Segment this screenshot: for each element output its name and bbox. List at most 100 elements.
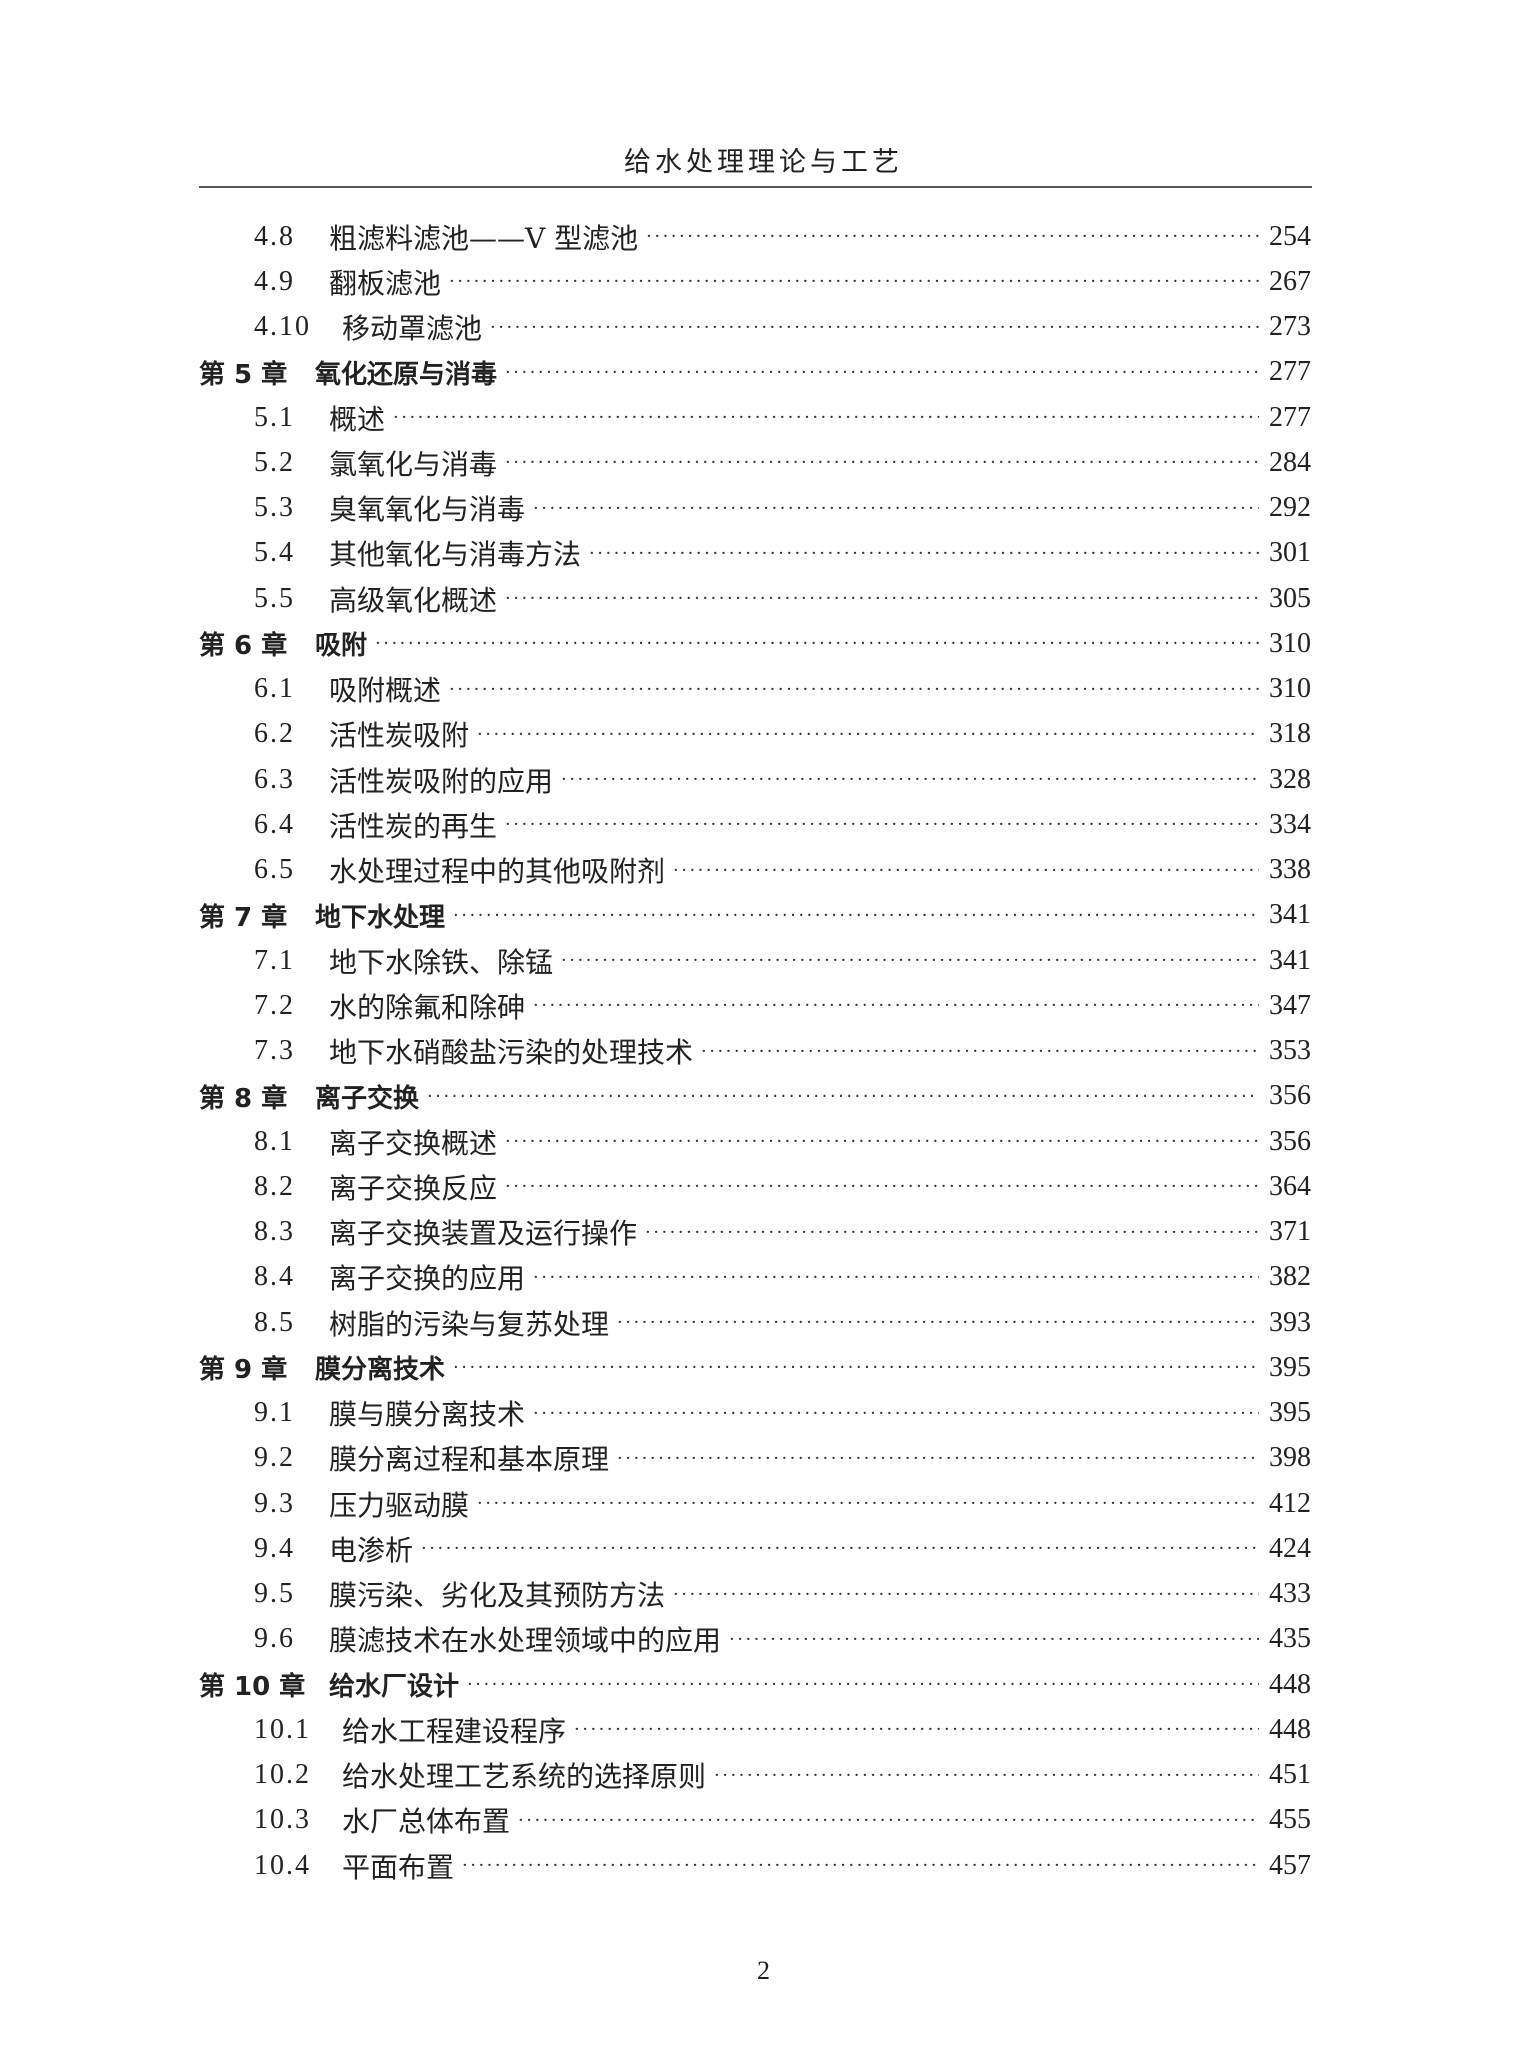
entry-number: 7.1 xyxy=(254,944,295,976)
toc-section-entry[interactable]: 6.3 活性炭吸附的应用 328 xyxy=(199,757,1311,802)
entry-page: 451 xyxy=(1269,1759,1311,1791)
entry-title: 平面布置 xyxy=(342,1850,455,1884)
dot-leader xyxy=(449,679,1259,700)
entry-number: 9.6 xyxy=(254,1623,295,1655)
entry-page: 455 xyxy=(1269,1804,1311,1836)
entry-number: 8.2 xyxy=(254,1170,295,1202)
entry-number: 7.3 xyxy=(254,1035,295,1067)
toc-section-entry[interactable]: 9.3 压力驱动膜 412 xyxy=(199,1481,1311,1526)
entry-title: 氧化还原与消毒 xyxy=(315,359,498,390)
entry-title: 膜滤技术在水处理领域中的应用 xyxy=(329,1624,722,1658)
entry-number: 4.10 xyxy=(254,311,311,343)
toc-section-entry[interactable]: 9.2 膜分离过程和基本原理 398 xyxy=(199,1436,1311,1481)
entry-title: 概述 xyxy=(329,402,386,436)
entry-number: 10.1 xyxy=(254,1713,311,1745)
entry-number: 7.2 xyxy=(254,989,295,1021)
toc-section-entry[interactable]: 9.1 膜与膜分离技术 395 xyxy=(199,1391,1311,1436)
entry-page: 341 xyxy=(1269,899,1311,931)
entry-page: 334 xyxy=(1269,808,1311,840)
toc-section-entry[interactable]: 6.5 水处理过程中的其他吸附剂 338 xyxy=(199,848,1311,893)
toc-chapter-entry[interactable]: 第 6 章吸附 310 xyxy=(199,621,1311,666)
entry-title: 水的除氟和除砷 xyxy=(329,990,526,1024)
toc-section-entry[interactable]: 10.2 给水处理工艺系统的选择原则 451 xyxy=(199,1753,1311,1798)
dot-leader xyxy=(393,407,1259,428)
toc-section-entry[interactable]: 7.3 地下水硝酸盐污染的处理技术 353 xyxy=(199,1029,1311,1074)
toc-section-entry[interactable]: 7.2 水的除氟和除砷 347 xyxy=(199,983,1311,1028)
entry-title: 离子交换反应 xyxy=(329,1171,498,1205)
entry-title: 离子交换的应用 xyxy=(329,1262,526,1296)
toc-section-entry[interactable]: 10.4 平面布置 457 xyxy=(199,1843,1311,1888)
toc-section-entry[interactable]: 5.1 概述 277 xyxy=(199,395,1311,440)
entry-page: 301 xyxy=(1269,537,1311,569)
toc-section-entry[interactable]: 8.2 离子交换反应 364 xyxy=(199,1164,1311,1209)
dot-leader xyxy=(453,1357,1259,1378)
toc-section-entry[interactable]: 8.1 离子交换概述 356 xyxy=(199,1119,1311,1164)
entry-page: 292 xyxy=(1269,492,1311,524)
entry-page: 356 xyxy=(1269,1125,1311,1157)
toc-section-entry[interactable]: 4.8 粗滤料滤池——V 型滤池 254 xyxy=(199,214,1311,259)
running-header: 给水处理理论与工艺 xyxy=(624,147,903,178)
entry-page: 395 xyxy=(1269,1351,1311,1383)
entry-number: 9.1 xyxy=(254,1397,295,1429)
entry-number: 第 6 章 xyxy=(199,631,288,662)
dot-leader xyxy=(505,814,1259,835)
toc-section-entry[interactable]: 7.1 地下水除铁、除锰 341 xyxy=(199,938,1311,983)
entry-title: 水厂总体布置 xyxy=(342,1805,511,1839)
toc-section-entry[interactable]: 4.10 移动罩滤池 273 xyxy=(199,305,1311,350)
entry-title: 树脂的污染与复苏处理 xyxy=(329,1307,610,1341)
dot-leader xyxy=(453,905,1259,926)
entry-number: 8.3 xyxy=(254,1216,295,1248)
entry-number: 第 9 章 xyxy=(199,1355,288,1386)
toc-section-entry[interactable]: 10.3 水厂总体布置 455 xyxy=(199,1798,1311,1843)
toc-section-entry[interactable]: 9.4 电渗析 424 xyxy=(199,1526,1311,1571)
toc-section-entry[interactable]: 10.1 给水工程建设程序 448 xyxy=(199,1707,1311,1752)
entry-number: 5.5 xyxy=(254,582,295,614)
toc-section-entry[interactable]: 9.6 膜滤技术在水处理领域中的应用 435 xyxy=(199,1617,1311,1662)
entry-title: 压力驱动膜 xyxy=(329,1488,470,1522)
entry-page: 371 xyxy=(1269,1216,1311,1248)
dot-leader xyxy=(462,1855,1259,1876)
entry-number: 8.1 xyxy=(254,1125,295,1157)
entry-title: 地下水硝酸盐污染的处理技术 xyxy=(329,1036,694,1070)
toc-section-entry[interactable]: 5.2 氯氧化与消毒 284 xyxy=(199,440,1311,485)
dot-leader xyxy=(505,452,1259,473)
entry-number: 5.4 xyxy=(254,537,295,569)
toc-section-entry[interactable]: 5.5 高级氧化概述 305 xyxy=(199,576,1311,621)
entry-title: 给水处理工艺系统的选择原则 xyxy=(342,1760,707,1794)
entry-page: 435 xyxy=(1269,1623,1311,1655)
dot-leader xyxy=(561,769,1259,790)
toc-section-entry[interactable]: 5.4 其他氧化与消毒方法 301 xyxy=(199,531,1311,576)
entry-title: 活性炭吸附 xyxy=(329,719,470,753)
entry-title: 地下水除铁、除锰 xyxy=(329,945,554,979)
entry-page: 433 xyxy=(1269,1578,1311,1610)
toc-section-entry[interactable]: 8.4 离子交换的应用 382 xyxy=(199,1255,1311,1300)
toc-section-entry[interactable]: 6.1 吸附概述 310 xyxy=(199,667,1311,712)
entry-number: 6.1 xyxy=(254,673,295,705)
entry-page: 310 xyxy=(1269,627,1311,659)
toc-section-entry[interactable]: 9.5 膜污染、劣化及其预防方法 433 xyxy=(199,1572,1311,1617)
dot-leader xyxy=(427,1086,1259,1107)
entry-number: 第 8 章 xyxy=(199,1083,288,1114)
toc-section-entry[interactable]: 8.5 树脂的污染与复苏处理 393 xyxy=(199,1300,1311,1345)
toc-section-entry[interactable]: 4.9 翻板滤池 267 xyxy=(199,259,1311,304)
entry-page: 448 xyxy=(1269,1713,1311,1745)
entry-page: 353 xyxy=(1269,1035,1311,1067)
entry-number: 9.2 xyxy=(254,1442,295,1474)
entry-title: 其他氧化与消毒方法 xyxy=(329,538,582,572)
entry-number: 10.2 xyxy=(254,1759,311,1791)
entry-title: 活性炭的再生 xyxy=(329,809,498,843)
toc-section-entry[interactable]: 8.3 离子交换装置及运行操作 371 xyxy=(199,1210,1311,1255)
dot-leader xyxy=(533,1267,1259,1288)
toc-section-entry[interactable]: 6.4 活性炭的再生 334 xyxy=(199,802,1311,847)
dot-leader xyxy=(449,271,1259,292)
entry-page: 277 xyxy=(1269,356,1311,388)
dot-leader xyxy=(701,1041,1259,1062)
dot-leader xyxy=(533,995,1259,1016)
toc-section-entry[interactable]: 6.2 活性炭吸附 318 xyxy=(199,712,1311,757)
toc-section-entry[interactable]: 5.3 臭氧氧化与消毒 292 xyxy=(199,486,1311,531)
